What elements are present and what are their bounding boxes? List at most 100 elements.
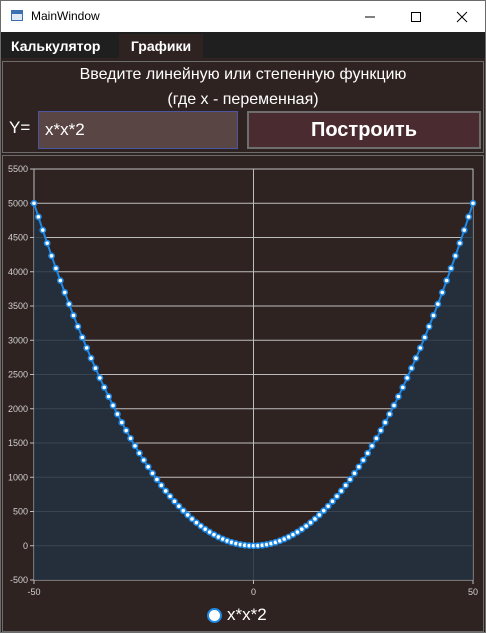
data-point <box>307 519 314 526</box>
y-tick-label: 2000 <box>8 404 28 414</box>
chart-panel: -500 0 500 1000 1500 2000 2500 3000 3500 4000 4500… <box>2 155 484 632</box>
data-point <box>412 354 420 362</box>
y-tick-label: 5500 <box>8 164 28 174</box>
data-point <box>373 434 380 442</box>
data-point <box>87 354 95 362</box>
x-tick-label: -50 <box>27 587 40 597</box>
data-point <box>127 434 134 442</box>
data-point <box>105 393 113 400</box>
data-point <box>56 277 64 284</box>
data-point <box>399 383 407 391</box>
data-point <box>443 277 451 284</box>
prompt-line-1: Введите линейную или степенную функцию <box>79 66 407 83</box>
tab-calculator[interactable]: Калькулятор <box>11 38 101 54</box>
data-point <box>109 402 117 409</box>
data-point <box>408 364 415 372</box>
data-point <box>324 502 332 510</box>
data-point <box>166 492 174 500</box>
maximize-button[interactable] <box>393 1 439 32</box>
data-point <box>355 463 363 471</box>
data-point <box>342 481 350 489</box>
tab-graphs[interactable]: Графики <box>119 34 203 58</box>
y-tick-label: 2500 <box>8 370 28 380</box>
data-point <box>460 226 468 234</box>
data-point <box>430 312 437 319</box>
data-point <box>122 427 130 434</box>
y-tick-label: 500 <box>13 507 28 517</box>
data-point <box>34 213 42 221</box>
data-point <box>61 289 69 296</box>
build-button[interactable]: Построить <box>247 111 481 149</box>
close-button[interactable] <box>439 1 485 32</box>
data-point <box>162 487 170 495</box>
data-point <box>368 442 376 450</box>
y-tick-label: 4500 <box>8 233 28 243</box>
data-point <box>197 522 205 530</box>
data-point <box>434 300 442 308</box>
legend-marker-icon <box>207 608 222 623</box>
maximize-icon <box>411 12 421 22</box>
data-point <box>381 419 389 426</box>
data-point <box>403 374 411 382</box>
data-point <box>452 252 459 260</box>
series-area-fill <box>34 203 473 580</box>
data-point <box>315 511 323 519</box>
data-point <box>48 252 55 260</box>
data-point <box>70 312 77 319</box>
data-point <box>131 442 139 450</box>
data-point <box>184 511 192 519</box>
window-title: MainWindow <box>31 9 100 23</box>
data-point <box>83 344 91 352</box>
data-point <box>65 300 73 308</box>
data-point <box>149 469 156 477</box>
data-point <box>465 213 473 221</box>
data-point <box>135 449 143 457</box>
close-icon <box>456 11 468 23</box>
data-point <box>351 469 358 477</box>
data-point <box>333 492 341 500</box>
data-point <box>394 393 402 400</box>
function-input[interactable] <box>38 111 238 149</box>
data-point <box>359 456 367 464</box>
data-point <box>171 497 178 505</box>
tab-bar: Калькулятор Графики <box>1 32 485 58</box>
data-point <box>140 456 148 464</box>
y-tick-label: 1000 <box>8 472 28 482</box>
data-point <box>179 507 187 515</box>
data-point <box>298 525 306 533</box>
title-bar[interactable]: MainWindow <box>1 1 485 32</box>
data-point <box>416 344 424 352</box>
data-point <box>447 264 455 272</box>
data-point <box>346 476 354 483</box>
data-point <box>377 427 385 434</box>
function-chart: -500050010001500200025003000350040004500… <box>8 164 478 597</box>
y-tick-label: 0 <box>23 541 28 551</box>
y-tick-label: 5000 <box>8 198 28 208</box>
app-window-icon <box>11 10 23 21</box>
data-point <box>92 364 99 372</box>
x-tick-label: 50 <box>468 587 478 597</box>
minimize-button[interactable] <box>347 1 393 32</box>
data-point <box>114 410 121 418</box>
prompt-line-2: (где x - переменная) <box>167 91 319 108</box>
data-point <box>193 519 200 526</box>
data-point <box>329 497 336 505</box>
data-point <box>43 239 51 247</box>
data-point <box>144 463 152 471</box>
data-point <box>337 487 345 495</box>
y-tick-label: -500 <box>10 575 28 585</box>
y-tick-label: 3000 <box>8 335 28 345</box>
data-point <box>421 333 429 341</box>
data-point <box>438 289 446 296</box>
data-point <box>364 449 372 457</box>
x-tick-label: 0 <box>251 587 256 597</box>
data-point <box>78 333 86 341</box>
data-point <box>157 481 165 489</box>
y-tick-label: 4000 <box>8 267 28 277</box>
minimize-icon <box>365 16 375 18</box>
data-point <box>320 507 328 515</box>
y-tick-label: 1500 <box>8 438 28 448</box>
data-point <box>456 239 464 247</box>
y-tick-label: 3500 <box>8 301 28 311</box>
